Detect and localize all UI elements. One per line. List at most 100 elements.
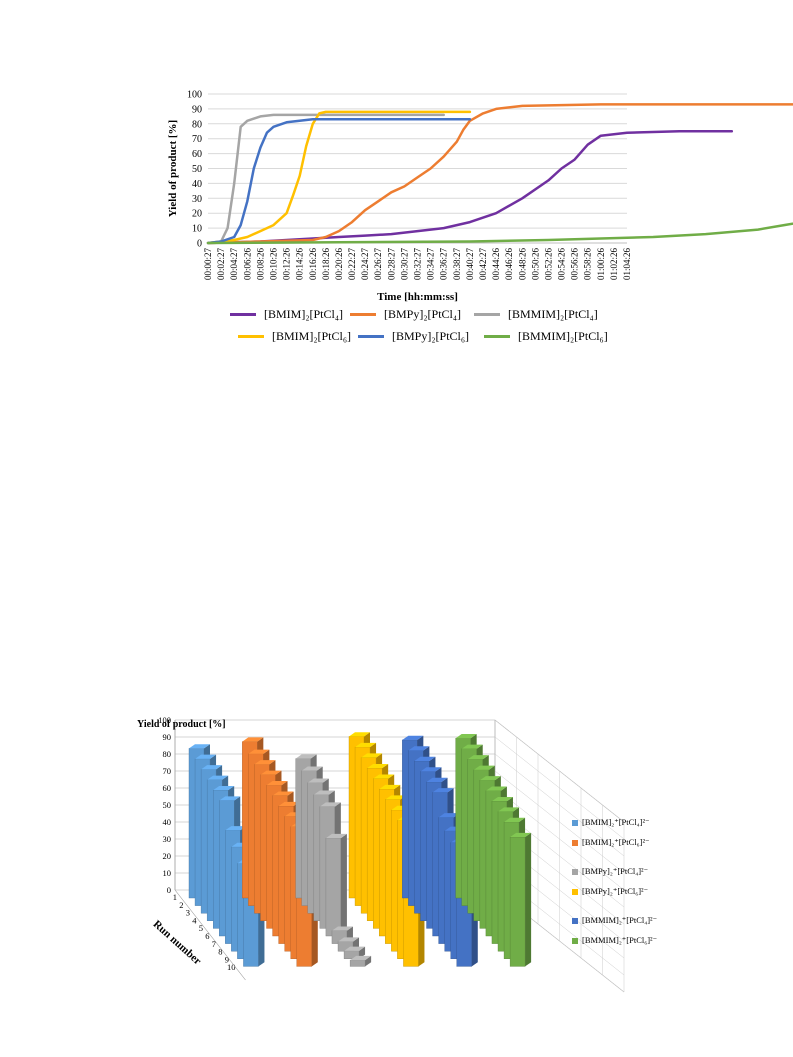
y-tick-label: 60 <box>163 783 172 793</box>
bar-top <box>331 926 353 931</box>
x-tick-label: 00:10:26 <box>268 248 278 281</box>
legend-item: [BMMIM]₂⁺[PtCl₄]²⁻ <box>572 915 657 926</box>
legend-item: [BMPy]₂[PtCl₄] <box>350 307 461 322</box>
bar-top <box>385 795 407 800</box>
y-tick-label: 70 <box>163 766 172 776</box>
x-axis-title: Time [hh:mm:ss] <box>377 291 458 303</box>
x-tick-label: 00:28:27 <box>386 248 396 281</box>
run-tick-label: 3 <box>186 908 190 918</box>
y-tick-label: 100 <box>187 90 202 101</box>
legend-label: [BMMIM]₂⁺[PtCl₄]²⁻ <box>582 915 658 925</box>
x-tick-label: 00:12:26 <box>282 248 292 281</box>
x-tick-label: 00:30:27 <box>399 248 409 281</box>
bar-top <box>219 796 241 801</box>
y-tick-label: 0 <box>167 885 171 895</box>
legend-item: [BMIM]₂[PtCl₆] <box>238 329 351 344</box>
x-tick-label: 00:00:27 <box>203 248 213 281</box>
series-line <box>206 113 445 245</box>
bar-top <box>379 784 401 790</box>
x-tick-label: 00:22:27 <box>347 248 357 281</box>
bar <box>509 836 526 967</box>
y-tick-label: 20 <box>192 209 202 220</box>
bar-top <box>485 786 507 791</box>
floor-edge <box>174 889 246 981</box>
bar-top <box>479 776 501 781</box>
bar-top <box>207 775 229 780</box>
legend-item: [BMIM]₂⁺[PtCl₄]²⁻ <box>572 817 657 828</box>
legend-label: [BMMIM]₂[PtCl₄] <box>508 307 598 321</box>
x-tick-label: 00:46:26 <box>504 248 514 281</box>
x-tick-label: 00:16:26 <box>308 248 318 281</box>
y-tick-label: 90 <box>163 732 172 742</box>
legend-swatch <box>572 839 578 846</box>
series-line <box>206 222 793 245</box>
bar-side <box>525 832 532 967</box>
x-tick-label: 01:00:26 <box>596 248 606 281</box>
x-tick-label: 00:20:26 <box>334 248 344 281</box>
z-axis-title: Yield of product [%] <box>137 719 226 730</box>
bar-top <box>504 817 526 822</box>
bar-top <box>355 742 377 748</box>
bar-top <box>213 785 235 791</box>
bar-top <box>325 833 347 839</box>
legend-label: [BMIM]₂[PtCl₆] <box>272 329 352 343</box>
legend-swatch <box>238 335 264 338</box>
x-tick-label: 00:36:27 <box>439 248 449 281</box>
legend-swatch <box>572 868 578 875</box>
x-tick-label: 00:56:26 <box>570 248 580 281</box>
legend-label: [BMIM]₂⁺[PtCl₆]²⁻ <box>582 837 650 847</box>
x-tick-label: 00:04:27 <box>229 248 239 281</box>
bar-top <box>307 778 329 783</box>
legend-swatch <box>572 819 578 826</box>
x-tick-label: 00:02:27 <box>216 248 226 281</box>
bar-top <box>455 734 477 739</box>
y-tick-label: 70 <box>192 134 202 145</box>
x-tick-label: 01:04:26 <box>622 248 632 281</box>
bar-top <box>467 755 489 760</box>
bar-top <box>420 767 442 772</box>
run-tick-label: 6 <box>205 931 209 941</box>
bar-top <box>189 744 210 749</box>
bar-top <box>498 807 520 812</box>
bar <box>349 959 366 967</box>
legend-swatch <box>572 888 578 895</box>
y-tick-label: 40 <box>192 179 202 190</box>
run-tick-label: 1 <box>173 892 177 902</box>
legend-swatch <box>350 313 376 316</box>
legend-item: [BMPy]₂[PtCl₆] <box>358 329 469 344</box>
legend-label: [BMPy]₂⁺[PtCl₆]²⁻ <box>582 886 649 896</box>
bar-top <box>295 754 317 759</box>
bar-top <box>373 774 395 779</box>
x-tick-label: 00:52:26 <box>543 248 553 281</box>
bar-top <box>367 763 389 769</box>
legend-label: [BMIM]₂[PtCl₄] <box>264 307 344 321</box>
y-tick-label: 10 <box>163 868 172 878</box>
legend-swatch <box>484 335 510 338</box>
x-tick-label: 00:08:26 <box>255 248 265 281</box>
legend-item: [BMIM]₂[PtCl₄] <box>230 307 343 322</box>
bar-top <box>195 754 217 759</box>
bar-top <box>201 765 223 770</box>
legend-label: [BMPy]₂[PtCl₆] <box>392 329 470 343</box>
y-tick-label: 100 <box>158 715 171 725</box>
bar-top <box>510 832 532 838</box>
bar <box>325 837 342 937</box>
x-tick-label: 00:06:26 <box>242 248 252 281</box>
bar-top <box>254 760 276 765</box>
bar-top <box>461 744 483 749</box>
y-tick-label: 10 <box>192 224 202 235</box>
bar-top <box>338 937 360 942</box>
x-tick-label: 00:34:27 <box>426 248 436 281</box>
series-line <box>206 118 472 245</box>
bar-top <box>266 781 288 786</box>
x-tick-label: 00:32:27 <box>413 248 423 281</box>
run-tick-label: 10 <box>227 962 236 972</box>
y-tick-label: 50 <box>192 164 202 175</box>
bar-top <box>349 732 370 737</box>
bar-top <box>242 737 264 742</box>
bar-top <box>361 753 383 758</box>
bar-top <box>225 826 247 831</box>
x-tick-label: 00:14:26 <box>295 248 305 281</box>
bar-top <box>319 802 341 807</box>
